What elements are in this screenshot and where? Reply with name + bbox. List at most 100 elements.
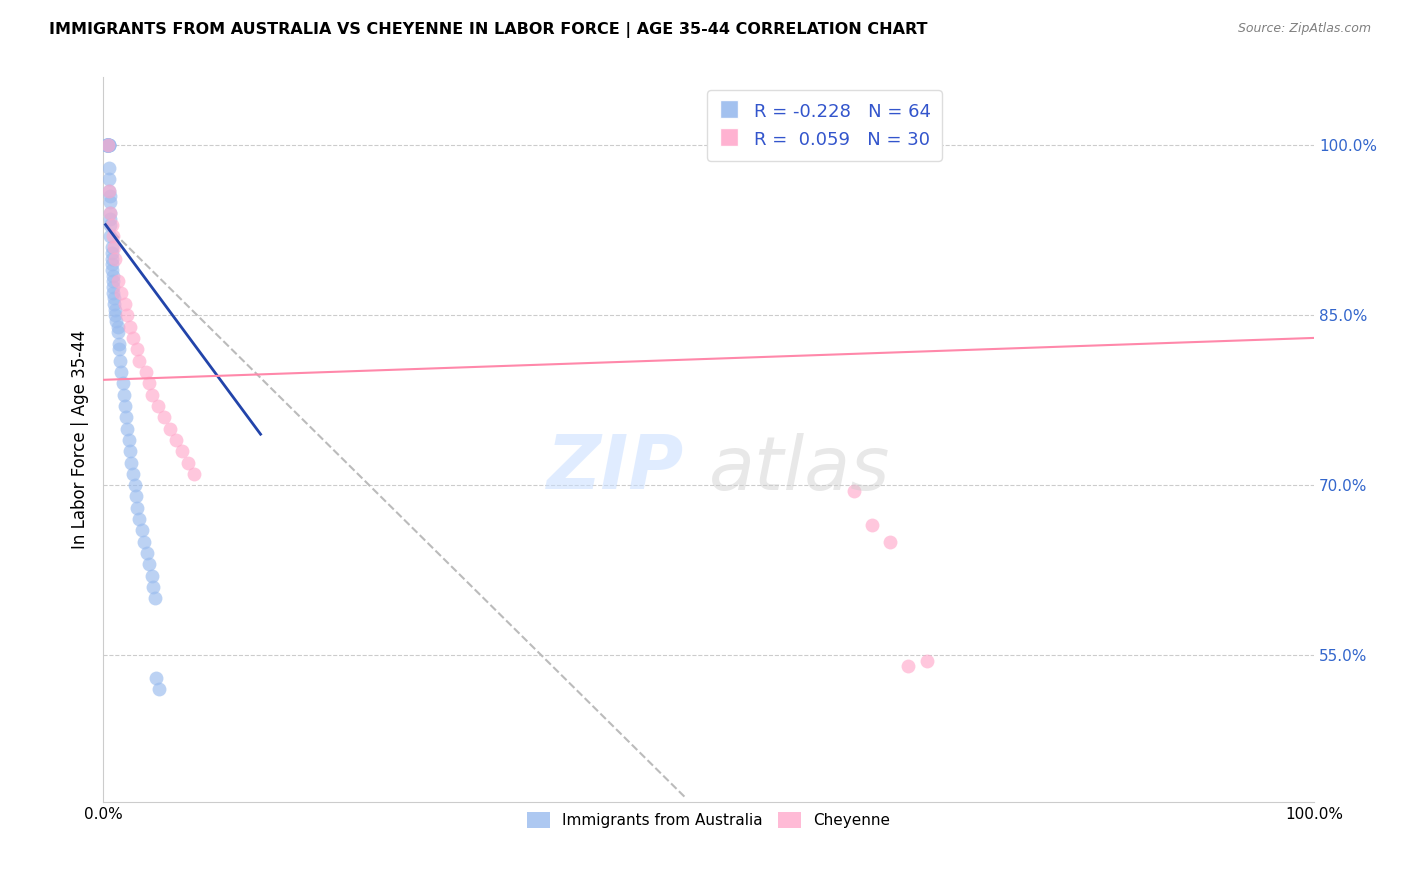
Point bbox=[112, 387, 135, 401]
Text: IMMIGRANTS FROM AUSTRALIA VS CHEYENNE IN LABOR FORCE | AGE 35-44 CORRELATION CHA: IMMIGRANTS FROM AUSTRALIA VS CHEYENNE IN… bbox=[49, 22, 928, 38]
Point bbox=[104, 302, 127, 317]
Point bbox=[141, 387, 163, 401]
Point bbox=[107, 319, 129, 334]
Point bbox=[100, 263, 122, 277]
Point bbox=[118, 444, 141, 458]
Point bbox=[96, 138, 118, 153]
Point bbox=[103, 291, 125, 305]
Point bbox=[101, 229, 124, 244]
Point bbox=[104, 252, 127, 266]
Point bbox=[105, 314, 128, 328]
Point bbox=[897, 659, 920, 673]
Point bbox=[100, 194, 122, 209]
Point bbox=[118, 319, 141, 334]
Point bbox=[842, 483, 865, 498]
Point bbox=[117, 433, 139, 447]
Point bbox=[131, 524, 153, 538]
Point bbox=[124, 478, 146, 492]
Point bbox=[97, 138, 120, 153]
Text: Source: ZipAtlas.com: Source: ZipAtlas.com bbox=[1237, 22, 1371, 36]
Point bbox=[165, 433, 187, 447]
Point bbox=[183, 467, 205, 481]
Point bbox=[98, 184, 121, 198]
Point bbox=[146, 399, 169, 413]
Point bbox=[138, 558, 160, 572]
Legend: Immigrants from Australia, Cheyenne: Immigrants from Australia, Cheyenne bbox=[520, 806, 896, 835]
Point bbox=[101, 285, 124, 300]
Point bbox=[100, 229, 122, 244]
Point bbox=[148, 681, 170, 696]
Point bbox=[97, 138, 120, 153]
Point bbox=[134, 534, 156, 549]
Point bbox=[117, 421, 139, 435]
Point bbox=[134, 365, 156, 379]
Point bbox=[879, 534, 901, 549]
Y-axis label: In Labor Force | Age 35-44: In Labor Force | Age 35-44 bbox=[72, 330, 89, 549]
Point bbox=[100, 246, 122, 260]
Point bbox=[128, 512, 150, 526]
Point bbox=[110, 365, 132, 379]
Point bbox=[159, 421, 181, 435]
Point bbox=[100, 240, 122, 254]
Point bbox=[100, 257, 122, 271]
Point bbox=[120, 456, 142, 470]
Point bbox=[97, 138, 120, 153]
Point bbox=[145, 671, 167, 685]
Point bbox=[98, 138, 121, 153]
Point bbox=[170, 444, 193, 458]
Point bbox=[100, 212, 122, 227]
Point bbox=[141, 568, 163, 582]
Point bbox=[100, 189, 122, 203]
Point bbox=[100, 206, 122, 220]
Point bbox=[107, 325, 129, 339]
Point bbox=[98, 172, 121, 186]
Point bbox=[114, 297, 136, 311]
Point bbox=[100, 206, 122, 220]
Point bbox=[100, 252, 122, 266]
Point bbox=[152, 410, 174, 425]
Point bbox=[122, 467, 145, 481]
Point bbox=[122, 331, 145, 345]
Point bbox=[108, 343, 131, 357]
Point bbox=[94, 138, 117, 153]
Point bbox=[104, 308, 127, 322]
Point bbox=[100, 218, 122, 232]
Point bbox=[103, 297, 125, 311]
Point bbox=[107, 274, 129, 288]
Point bbox=[103, 240, 125, 254]
Point bbox=[97, 138, 120, 153]
Point bbox=[111, 376, 134, 391]
Point bbox=[108, 353, 131, 368]
Point bbox=[96, 138, 118, 153]
Point bbox=[100, 218, 122, 232]
Point bbox=[143, 591, 166, 606]
Point bbox=[115, 410, 138, 425]
Point bbox=[101, 280, 124, 294]
Text: ZIP: ZIP bbox=[547, 433, 685, 506]
Point bbox=[98, 161, 121, 175]
Text: atlas: atlas bbox=[709, 433, 890, 505]
Point bbox=[915, 654, 938, 668]
Point bbox=[135, 546, 157, 560]
Point bbox=[142, 580, 165, 594]
Point bbox=[125, 500, 148, 515]
Point bbox=[860, 517, 883, 532]
Point bbox=[98, 138, 121, 153]
Point bbox=[114, 399, 136, 413]
Point bbox=[110, 285, 132, 300]
Point bbox=[97, 138, 120, 153]
Point bbox=[101, 268, 124, 283]
Point bbox=[138, 376, 160, 391]
Point bbox=[98, 184, 121, 198]
Point bbox=[125, 343, 148, 357]
Point bbox=[177, 456, 200, 470]
Point bbox=[101, 274, 124, 288]
Point bbox=[117, 308, 139, 322]
Point bbox=[96, 138, 118, 153]
Point bbox=[108, 336, 131, 351]
Point bbox=[125, 490, 148, 504]
Point bbox=[96, 138, 118, 153]
Point bbox=[128, 353, 150, 368]
Point bbox=[98, 138, 121, 153]
Point bbox=[98, 138, 121, 153]
